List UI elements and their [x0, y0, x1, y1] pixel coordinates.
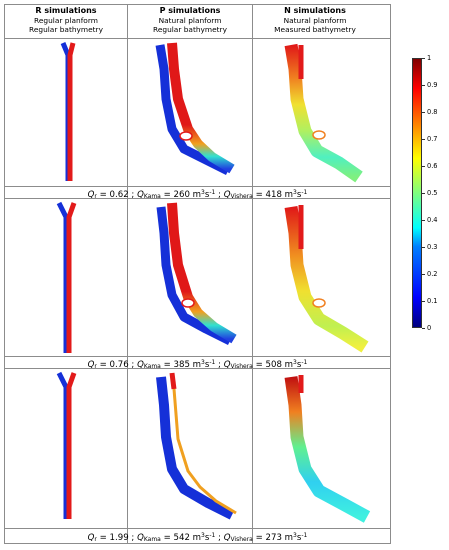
row-caption-1: Qr = 0.62 ; QKama = 260 m3s-1 ; QVishera… — [87, 189, 308, 200]
column-subtitle: Regular planform — [34, 15, 98, 25]
colorbar-tick-label: 0.7 — [427, 134, 438, 143]
row-caption-3: Qr = 1.99 ; QKama = 542 m3s-1 ; QVishera… — [87, 532, 308, 543]
column-title: P simulations — [159, 6, 221, 15]
header-divider — [4, 38, 391, 39]
colorbar-tick-label: 0.5 — [427, 188, 438, 197]
colorbar-tick-label: 0 — [427, 323, 432, 332]
panel-p-row2 — [156, 202, 237, 346]
colorbar-tick-label: 0.4 — [427, 215, 438, 224]
colorbar-tick-mark — [422, 193, 425, 194]
row-divider — [4, 528, 391, 529]
column-divider — [127, 4, 128, 544]
column-subtitle: Natural planform — [158, 15, 222, 25]
row-divider — [4, 198, 391, 199]
column-title: N simulations — [284, 6, 346, 15]
panel-p-row3 — [156, 372, 237, 520]
colorbar-tick-mark — [422, 301, 425, 302]
colorbar-tick-mark — [422, 85, 425, 86]
figure-table — [4, 4, 391, 544]
panel-n-row1 — [284, 43, 363, 183]
colorbar-tick-mark — [422, 247, 425, 248]
panel-r-row3 — [56, 371, 77, 519]
panel-n-row3 — [284, 375, 371, 523]
colorbar-tick-label: 0.9 — [427, 80, 438, 89]
colorbar-tick-mark — [422, 112, 425, 113]
colorbar-tick-label: 0.1 — [427, 296, 438, 305]
colorbar-tick-label: 0.8 — [427, 107, 438, 116]
row-caption-2: Qr = 0.76 ; QKama = 385 m3s-1 ; QVishera… — [87, 359, 308, 370]
colorbar — [412, 58, 422, 328]
column-header-n: N simulations Natural planform Measured … — [253, 6, 377, 35]
colorbar-tick-label: 1 — [427, 53, 432, 62]
column-subtitle: Natural planform — [283, 15, 347, 25]
panel-r-row1 — [60, 42, 76, 181]
colorbar-tick-mark — [422, 328, 425, 329]
panel-p-row1 — [155, 42, 235, 176]
column-subtitle: Regular bathymetry — [29, 25, 103, 34]
row-divider — [4, 368, 391, 369]
panel-r-row2 — [56, 201, 77, 353]
colorbar-tick-mark — [422, 220, 425, 221]
row-divider — [4, 186, 391, 187]
column-title: R simulations — [35, 6, 97, 15]
column-header-r: R simulations Regular planform Regular b… — [4, 6, 128, 35]
colorbar-tick-mark — [422, 58, 425, 59]
column-header-p: P simulations Natural planform Regular b… — [128, 6, 252, 35]
column-subtitle: Measured bathymetry — [274, 25, 356, 34]
colorbar-tick-mark — [422, 274, 425, 275]
column-subtitle: Regular bathymetry — [153, 25, 227, 34]
colorbar-tick-label: 0.6 — [427, 161, 438, 170]
colorbar-tick-label: 0.2 — [427, 269, 438, 278]
panel-n-row2 — [284, 205, 369, 353]
colorbar-tick-mark — [422, 139, 425, 140]
row-divider — [4, 356, 391, 357]
column-divider — [252, 4, 253, 544]
colorbar-tick-label: 0.3 — [427, 242, 438, 251]
colorbar-tick-mark — [422, 166, 425, 167]
